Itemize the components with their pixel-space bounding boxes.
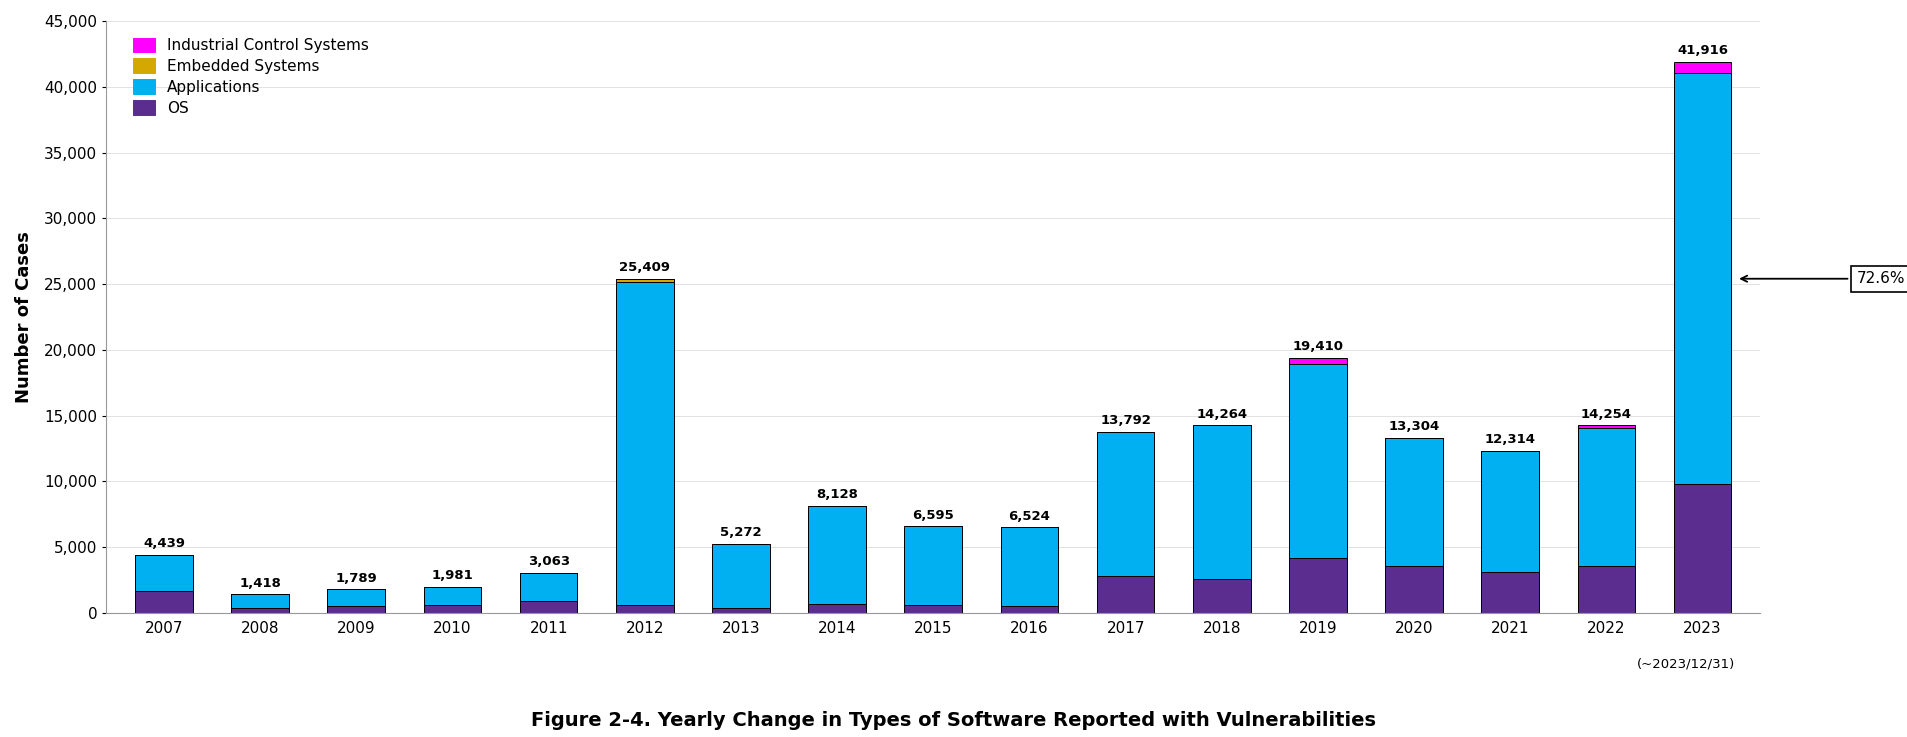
Bar (328, 590, 385, 607)
Bar (904, 526, 963, 605)
Bar (135, 554, 193, 590)
Legend: Industrial Control Systems, Embedded Systems, Applications, OS: Industrial Control Systems, Embedded Sys… (130, 35, 372, 119)
Bar (809, 604, 866, 613)
Bar (1289, 357, 1346, 364)
Bar (1482, 451, 1539, 572)
Text: 14,254: 14,254 (1581, 408, 1632, 421)
Bar (711, 544, 770, 608)
Text: 19,410: 19,410 (1293, 340, 1343, 353)
Text: 41,916: 41,916 (1676, 44, 1728, 57)
Bar (328, 607, 385, 613)
Text: 6,595: 6,595 (912, 509, 954, 522)
Bar (1194, 425, 1251, 579)
Bar (1194, 579, 1251, 613)
Text: 12,314: 12,314 (1486, 433, 1535, 447)
Text: 13,792: 13,792 (1100, 414, 1152, 427)
Bar (616, 605, 673, 613)
Bar (1674, 62, 1732, 74)
Bar (616, 279, 673, 282)
Text: 14,264: 14,264 (1196, 408, 1247, 421)
Bar (1289, 364, 1346, 558)
Bar (1001, 607, 1058, 613)
Bar (904, 605, 963, 613)
Text: 3,063: 3,063 (528, 555, 570, 568)
Text: 1,981: 1,981 (431, 569, 473, 582)
Text: 5,272: 5,272 (721, 526, 761, 539)
Bar (1577, 425, 1636, 428)
Bar (1384, 438, 1444, 565)
Bar (521, 573, 578, 601)
Text: 8,128: 8,128 (816, 489, 858, 501)
Text: 1,789: 1,789 (336, 572, 378, 585)
Bar (809, 506, 866, 604)
Bar (231, 608, 290, 613)
Text: Figure 2-4. Yearly Change in Types of Software Reported with Vulnerabilities: Figure 2-4. Yearly Change in Types of So… (530, 710, 1377, 730)
Bar (1674, 74, 1732, 484)
Text: (~2023/12/31): (~2023/12/31) (1636, 657, 1735, 671)
Bar (1577, 428, 1636, 565)
Text: 6,524: 6,524 (1009, 509, 1051, 523)
Y-axis label: Number of Cases: Number of Cases (15, 231, 32, 403)
Bar (1482, 572, 1539, 613)
Bar (1097, 576, 1154, 613)
Bar (1001, 527, 1058, 607)
Bar (135, 590, 193, 613)
Text: 4,439: 4,439 (143, 537, 185, 550)
Bar (1674, 484, 1732, 613)
Bar (1384, 565, 1444, 613)
Text: 72.6%: 72.6% (1741, 271, 1905, 286)
Bar (1289, 558, 1346, 613)
Text: 25,409: 25,409 (620, 261, 669, 274)
Bar (711, 608, 770, 613)
Bar (1577, 565, 1636, 613)
Bar (423, 605, 481, 613)
Text: 13,304: 13,304 (1388, 420, 1440, 433)
Bar (423, 587, 481, 605)
Bar (521, 601, 578, 613)
Bar (1097, 432, 1154, 576)
Bar (231, 594, 290, 608)
Bar (616, 282, 673, 605)
Text: 1,418: 1,418 (238, 577, 280, 590)
